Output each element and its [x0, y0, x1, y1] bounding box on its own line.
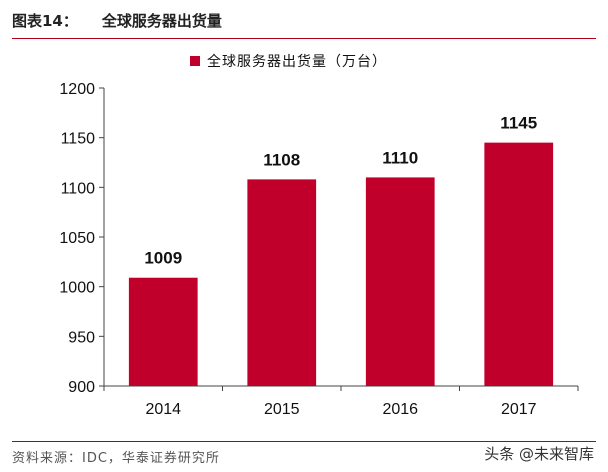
- x-tick-label-2016: 2016: [382, 401, 418, 418]
- legend-swatch: [190, 56, 200, 66]
- y-tick-label: 1050: [59, 230, 95, 247]
- source-note: 资料来源：IDC，华泰证券研究所: [12, 451, 220, 466]
- y-tick-label: 900: [68, 379, 95, 396]
- data-label-2016: 1110: [382, 148, 418, 167]
- watermark: 头条 @未来智库: [484, 445, 594, 463]
- data-label-2017: 1145: [500, 114, 537, 133]
- legend: 全球服务器出货量（万台）: [190, 50, 387, 72]
- x-axis: 2014 2015 2016 2017: [103, 385, 579, 418]
- bar-2016: [365, 177, 435, 386]
- y-tick-label: 950: [68, 329, 95, 346]
- bar-2015: [247, 179, 317, 386]
- y-tick-label: 1200: [59, 81, 95, 98]
- figure-title: 图表14： 全球服务器出货量: [12, 8, 222, 34]
- data-label-2014: 1009: [144, 249, 182, 268]
- y-tick-label: 1150: [61, 131, 96, 148]
- bar-2014: [128, 277, 198, 386]
- bar-2017: [484, 142, 554, 386]
- figure-number: 图表14：: [12, 12, 78, 30]
- x-tick-label-2015: 2015: [264, 401, 300, 418]
- data-label-2015: 1108: [263, 150, 300, 169]
- bars: [128, 142, 554, 386]
- y-tick-label: 1100: [61, 180, 96, 197]
- bottom-rule: [12, 441, 596, 442]
- x-tick-label-2017: 2017: [501, 401, 537, 418]
- x-tick-label-2014: 2014: [145, 401, 181, 418]
- data-labels: 1009 1108 1110 1145: [144, 114, 537, 268]
- legend-label: 全球服务器出货量（万台）: [207, 54, 387, 70]
- top-rule: [12, 38, 596, 39]
- y-tick-label: 1000: [59, 280, 95, 297]
- figure-title-text: 全球服务器出货量: [101, 12, 222, 30]
- y-axis: 900 950 1000 1050 1100 1150 1200: [59, 81, 105, 396]
